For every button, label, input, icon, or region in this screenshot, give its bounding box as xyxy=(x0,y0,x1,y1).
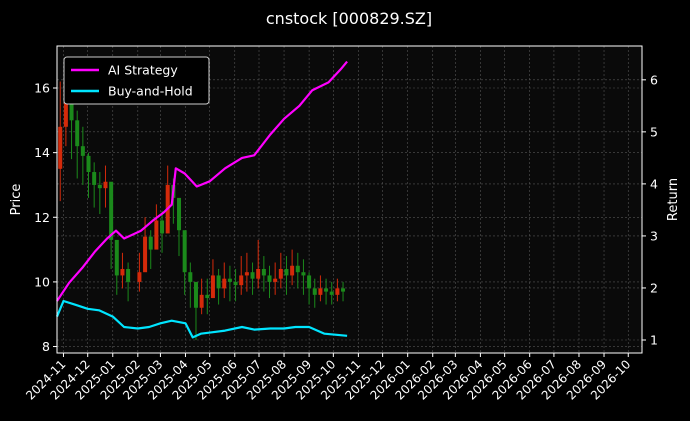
legend: AI Strategy Buy-and-Hold xyxy=(63,56,210,105)
y-tick-label: 14 xyxy=(34,145,50,160)
y-tick-label: 10 xyxy=(34,274,50,289)
candle-body xyxy=(199,294,204,308)
candle-body xyxy=(239,275,244,286)
y2-tick-label: 5 xyxy=(650,124,658,139)
candle-body xyxy=(210,275,215,299)
candle-body xyxy=(250,272,255,279)
chart-title: cnstock [000829.SZ] xyxy=(266,9,432,28)
legend-label: AI Strategy xyxy=(108,63,178,78)
y-axis-left: 8 10 12 14 16 xyxy=(34,81,57,354)
candle-body xyxy=(137,272,142,282)
candle-body xyxy=(273,278,278,282)
candle-body xyxy=(205,294,210,299)
ai-strategy-line xyxy=(56,60,348,302)
candle-body xyxy=(341,288,346,292)
candle-body xyxy=(177,197,182,231)
candle-body xyxy=(335,288,340,295)
candle-body xyxy=(80,146,85,156)
plot-frame xyxy=(56,45,643,354)
candle-body xyxy=(256,268,261,279)
y-axis-right: 1 2 3 4 5 6 xyxy=(642,72,658,347)
candle-body xyxy=(86,155,91,173)
candle-body xyxy=(301,272,306,276)
candle-body xyxy=(227,278,232,282)
candle-body xyxy=(143,236,148,273)
candle-body xyxy=(109,181,114,240)
candle-body xyxy=(148,236,153,250)
candle-body xyxy=(114,239,119,276)
candle-body xyxy=(63,100,68,127)
candle-body xyxy=(244,272,249,276)
candle-body xyxy=(160,220,165,234)
y2-tick-label: 1 xyxy=(650,332,658,347)
legend-box xyxy=(63,56,210,105)
candle-body xyxy=(318,288,323,295)
candle-body xyxy=(92,172,97,185)
candle-body xyxy=(182,230,187,273)
candle-body xyxy=(58,126,63,169)
y2-tick-label: 3 xyxy=(650,228,658,243)
candle-body xyxy=(216,275,221,289)
candle-body xyxy=(233,281,238,286)
candle-body xyxy=(261,268,266,276)
candle-body xyxy=(120,268,125,276)
candle-body xyxy=(69,100,74,121)
candle-body xyxy=(267,275,272,282)
y-tick-label: 12 xyxy=(34,210,50,225)
candle-body xyxy=(312,288,317,295)
candle-body xyxy=(75,120,80,147)
y-tick-label: 8 xyxy=(42,339,50,354)
y-axis-label: Price xyxy=(9,184,24,216)
buy-and-hold-line xyxy=(55,299,348,339)
y2-tick-label: 4 xyxy=(650,176,658,191)
candle-body xyxy=(324,288,329,292)
candle-body xyxy=(126,268,131,282)
candle-body xyxy=(154,220,159,250)
legend-label: Buy-and-Hold xyxy=(108,84,193,99)
candle-body xyxy=(193,281,198,308)
y2-tick-label: 2 xyxy=(650,280,658,295)
candle-body xyxy=(278,268,283,279)
candle-body xyxy=(188,272,193,282)
candle-body xyxy=(284,268,289,276)
grid xyxy=(57,46,642,353)
y2-tick-label: 6 xyxy=(650,72,658,87)
candle-body xyxy=(295,265,300,273)
candle-body xyxy=(290,265,295,276)
candle-body xyxy=(307,275,312,289)
candle-body xyxy=(222,278,227,289)
y2-axis-label: Return xyxy=(666,178,681,221)
candle-body xyxy=(329,291,334,295)
y-tick-label: 16 xyxy=(34,81,50,96)
return-lines xyxy=(55,60,348,339)
candle-body xyxy=(97,184,102,189)
candle-body xyxy=(103,181,108,189)
